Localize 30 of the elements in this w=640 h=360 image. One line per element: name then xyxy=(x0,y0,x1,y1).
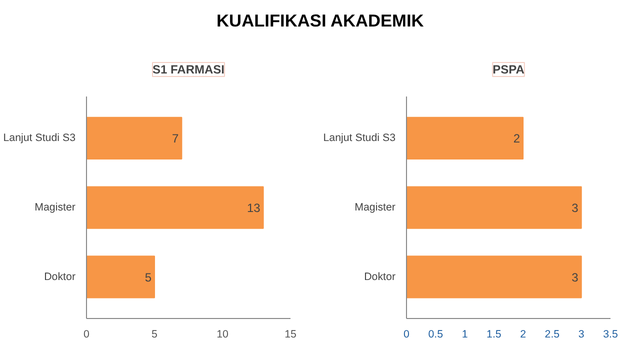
x-tick-label: 2.5 xyxy=(544,328,560,340)
data-label: 5 xyxy=(144,270,152,284)
data-label: 3 xyxy=(572,201,579,215)
x-tick-label: 1 xyxy=(462,328,468,340)
x-tick-label: 0 xyxy=(404,328,410,340)
x-tick-label: 2 xyxy=(520,328,526,340)
bar xyxy=(86,256,155,298)
x-tick-label: 0 xyxy=(84,328,90,340)
y-tick-label: Doktor xyxy=(44,270,76,283)
chart-title: PSPA xyxy=(492,62,525,76)
y-tick-label: Lanjut Studi S3 xyxy=(323,132,396,144)
x-tick-label: 15 xyxy=(284,328,296,340)
bar xyxy=(86,186,264,229)
x-tick-label: 3.5 xyxy=(603,328,618,340)
x-tick-label: 3 xyxy=(578,328,584,340)
bar xyxy=(86,116,182,160)
text: KUALIFIKASI AKADEMIK xyxy=(216,10,424,30)
y-tick-label: Magister xyxy=(354,202,396,214)
data-label: 7 xyxy=(172,132,180,146)
data-label: 2 xyxy=(513,132,520,146)
x-tick-label: 5 xyxy=(152,328,158,340)
x-tick-label: 0.5 xyxy=(428,328,444,340)
chart-title: S1 FARMASI xyxy=(152,62,225,76)
x-tick-label: 10 xyxy=(216,328,228,340)
x-tick-label: 1.5 xyxy=(486,328,502,340)
y-tick-label: Magister xyxy=(34,202,76,214)
data-label: 13 xyxy=(246,201,261,215)
y-tick-label: Lanjut Studi S3 xyxy=(3,132,76,144)
y-tick-label: Doktor xyxy=(364,270,396,283)
data-label: 3 xyxy=(572,270,579,284)
